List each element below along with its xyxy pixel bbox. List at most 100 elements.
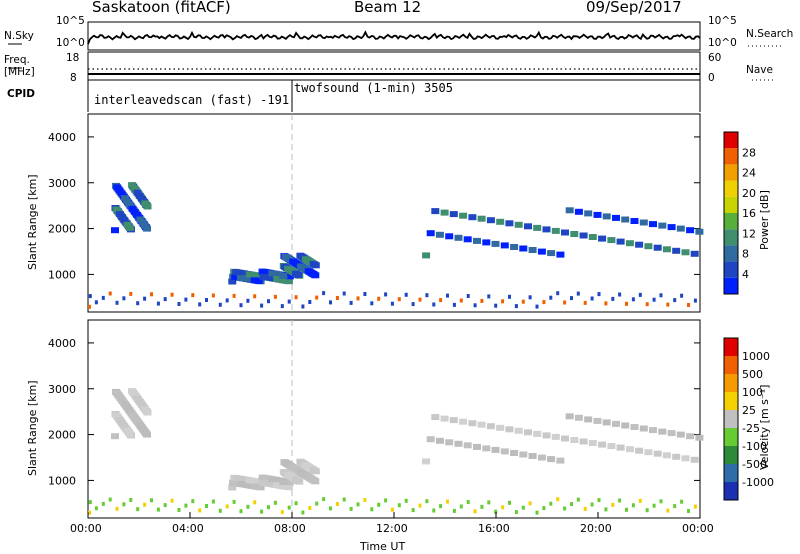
nsearch-label: N.Search <box>746 28 794 40</box>
power-panel-nearrange-cell <box>88 294 92 299</box>
cpid-segment-1: interleavedscan (fast) -191 <box>94 93 290 107</box>
power-panel-nearrange-cell <box>666 302 670 307</box>
velocity-panel-nearrange-cell <box>473 509 477 514</box>
power-panel-colorbar-segment <box>724 213 738 230</box>
power-panel-echo-cell <box>128 182 137 189</box>
velocity-panel-nearrange-cell <box>88 510 91 515</box>
velocity-panel-nearrange-cell <box>659 499 663 504</box>
power-panel-echo-cell <box>296 263 305 270</box>
power-panel-nearrange-cell <box>418 297 422 302</box>
velocity-panel-echo-cell <box>477 421 486 428</box>
power-panel-nearrange-cell <box>177 302 181 306</box>
nsky-tick-high: 10^5 <box>56 15 85 27</box>
power-panel-colorbar-segment <box>724 261 738 278</box>
power-panel-echo-cell <box>510 244 519 250</box>
velocity-panel-echo-cell <box>309 467 318 473</box>
power-panel-colorbar-segment <box>724 148 738 165</box>
power-panel-echo-cell <box>292 270 300 277</box>
power-panel-echo-cell <box>653 244 662 251</box>
power-panel-echo-cell <box>273 276 282 283</box>
velocity-panel-nearrange-cell <box>342 497 346 502</box>
power-panel-nearrange-cell <box>232 293 236 298</box>
power-panel-nearrange-cell <box>246 298 250 303</box>
power-panel-echo-cell <box>232 269 241 276</box>
power-panel-echo-cell <box>630 218 639 224</box>
power-panel-nearrange-cell <box>115 300 119 305</box>
velocity-panel-colorbar-segment <box>724 428 738 446</box>
velocity-panel-echo-cell <box>491 446 500 453</box>
power-panel-nearrange-cell <box>583 300 587 305</box>
velocity-panel-nearrange-cell <box>666 508 670 513</box>
velocity-panel-echo-cell <box>681 455 690 462</box>
velocity-panel-nearrange-cell <box>115 506 119 511</box>
power-panel-echo-cell <box>528 247 537 253</box>
power-panel-nearrange-cell <box>535 304 539 309</box>
power-panel-echo-cell <box>449 211 458 218</box>
radar-title: Saskatoon (fitACF) <box>92 0 231 16</box>
power-panel-nearrange-cell <box>480 298 484 303</box>
power-panel-echo-cell <box>514 221 523 228</box>
velocity-panel-echo-cell <box>232 475 241 482</box>
velocity-panel-nearrange-cell <box>680 499 684 504</box>
power-panel-echo-cell <box>141 200 150 207</box>
power-panel-nearrange-cell <box>301 304 305 309</box>
velocity-panel-colorbar-tick: 1000 <box>742 350 770 363</box>
velocity-panel-echo-cell <box>449 417 458 424</box>
velocity-panel-echo-cell <box>117 396 126 403</box>
velocity-panel-nearrange-cell <box>590 502 594 507</box>
velocity-panel-echo-cell <box>273 482 282 489</box>
velocity-panel-nearrange-cell <box>459 504 463 509</box>
power-panel-nearrange-cell <box>576 291 580 296</box>
velocity-panel-echo-cell <box>289 464 298 471</box>
velocity-panel-echo-cell <box>468 420 477 427</box>
velocity-panel-nearrange-cell <box>638 498 642 503</box>
power-panel-nearrange-cell <box>590 296 594 301</box>
velocity-panel-echo-cell <box>510 450 519 456</box>
power-panel-echo-cell <box>565 207 574 214</box>
velocity-panel-nearrange-cell <box>487 500 491 505</box>
velocity-panel-nearrange-cell <box>122 502 126 507</box>
power-panel-nearrange-cell <box>521 299 525 304</box>
power-panel-echo-cell <box>584 210 593 217</box>
velocity-panel-colorbar-tick: 500 <box>742 368 763 381</box>
power-panel-nearrange-cell <box>253 294 257 299</box>
power-panel-nearrange-cell <box>487 294 491 299</box>
power-panel-echo-cell <box>125 201 134 208</box>
velocity-panel-echo-cell <box>649 427 657 434</box>
velocity-panel-ytick-2000: 2000 <box>48 429 76 442</box>
velocity-panel-echo-cell <box>123 427 132 434</box>
power-panel-nearrange-cell <box>425 293 429 298</box>
power-panel-echo-cell <box>435 231 444 238</box>
power-panel-echo-cell <box>551 227 560 234</box>
power-panel-colorbar-tick: 28 <box>742 146 756 159</box>
power-panel-echo-cell <box>616 238 625 245</box>
velocity-panel-echo-cell <box>118 420 127 427</box>
velocity-panel-echo-cell <box>120 401 129 408</box>
beam-title: Beam 12 <box>354 0 422 16</box>
velocity-panel-echo-cell <box>279 479 288 485</box>
power-panel-echo-cell <box>296 252 305 259</box>
power-panel-echo-cell <box>301 256 310 263</box>
velocity-panel-nearrange-cell <box>583 506 587 511</box>
power-panel-nearrange-cell <box>570 296 573 301</box>
power-panel-nearrange-cell <box>542 300 546 305</box>
velocity-panel-nearrange-cell <box>198 508 202 513</box>
velocity-panel-nearrange-cell <box>129 497 133 502</box>
power-panel-nearrange-cell <box>280 304 284 309</box>
velocity-panel-nearrange-cell <box>232 499 236 504</box>
velocity-panel-echo-cell <box>292 476 300 483</box>
power-panel-ytick-2000: 2000 <box>48 223 76 236</box>
power-panel-echo-cell <box>635 241 644 248</box>
velocity-panel-echo-cell <box>602 419 611 426</box>
power-panel-colorbar-frame <box>723 131 739 295</box>
power-panel-echo-cell <box>133 211 142 218</box>
power-panel-echo-cell <box>245 271 254 278</box>
velocity-panel-echo-cell <box>228 484 237 491</box>
power-panel-echo-cell <box>612 214 620 221</box>
velocity-panel-echo-cell <box>556 457 565 464</box>
power-panel-echo-cell <box>625 240 634 247</box>
velocity-panel-echo-cell <box>551 433 560 440</box>
velocity-panel-echo-cell <box>431 414 440 421</box>
power-panel-echo-cell <box>486 217 495 224</box>
velocity-panel-nearrange-cell <box>177 508 181 512</box>
